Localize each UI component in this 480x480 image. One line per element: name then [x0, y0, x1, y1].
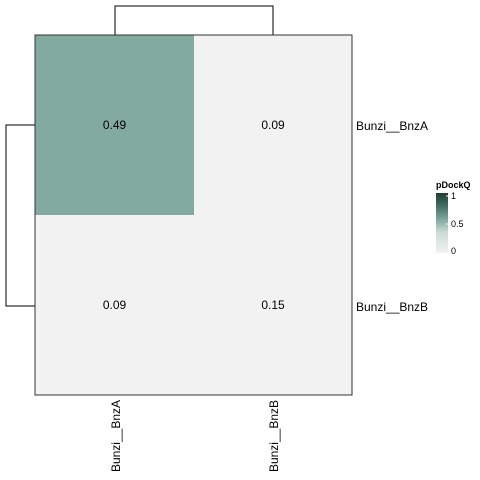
cell-value-label-r0-c0: 0.49 — [103, 118, 127, 132]
legend: pDockQ 1 0.5 0 — [436, 180, 471, 256]
legend-colorbar — [436, 193, 448, 253]
row-label-bnza: Bunzi__BnzA — [356, 119, 428, 133]
heatmap-border — [34, 34, 353, 396]
legend-tick-1: 1 — [451, 191, 456, 201]
column-label-bnza: Bunzi__BnzA — [109, 400, 123, 472]
column-dendrogram — [114, 5, 274, 35]
column-label-bnzb: Bunzi__BnzB — [267, 400, 281, 472]
heatmap-cell-r0-c1 — [194, 35, 352, 215]
column-dendrogram-link — [114, 5, 274, 35]
heatmap-cell-r0-c0 — [35, 35, 194, 215]
heatmap-cell-r1-c0 — [35, 215, 194, 395]
legend-title: pDockQ — [436, 180, 471, 190]
row-dendrogram-link — [5, 124, 35, 307]
cell-value-label-r1-c1: 0.15 — [261, 298, 285, 312]
legend-tick-0-5: 0.5 — [451, 219, 464, 229]
row-dendrogram — [5, 124, 35, 307]
heatmap-cell-r1-c1 — [194, 215, 352, 395]
heatmap-cells: 0.49 0.09 0.09 0.15 — [35, 35, 352, 395]
cell-value-label-r0-c1: 0.09 — [261, 118, 285, 132]
cell-value-label-r1-c0: 0.09 — [103, 298, 127, 312]
row-label-bnzb: Bunzi__BnzB — [356, 300, 428, 314]
legend-tick-0: 0 — [451, 246, 456, 256]
